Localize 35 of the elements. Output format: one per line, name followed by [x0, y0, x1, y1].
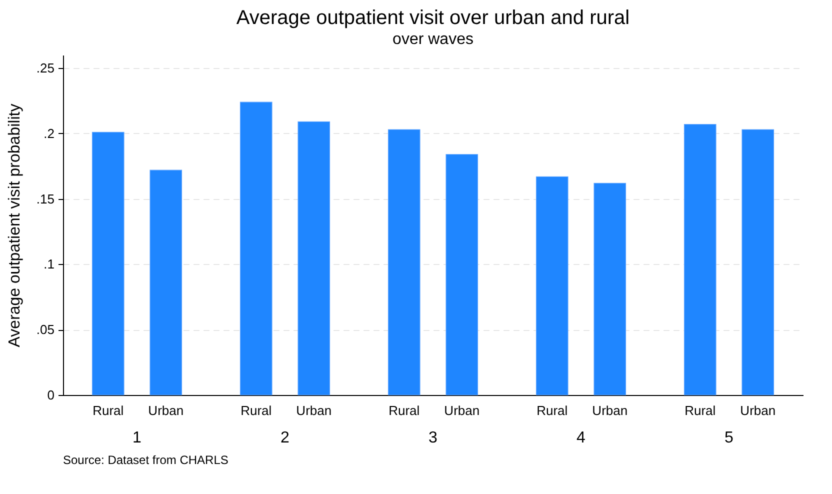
- y-tick-label: 0: [47, 388, 54, 402]
- text: Rural: [684, 403, 716, 418]
- text: Rural: [240, 403, 272, 418]
- bar: [684, 124, 716, 396]
- y-tick-label: .15: [36, 191, 54, 206]
- y-tick-label: .25: [36, 60, 54, 76]
- bar: [298, 121, 330, 396]
- text: Urban: [148, 403, 184, 418]
- x-tick-label: 1: [132, 430, 142, 446]
- x-tick-label: 3: [428, 430, 438, 446]
- source-note: Source: Dataset from CHARLS: [63, 453, 228, 467]
- x-tick-label: 5: [724, 430, 734, 446]
- y-tick-label: .2: [44, 126, 54, 141]
- chart-subtitle: over waves: [392, 31, 474, 48]
- text: Urban: [444, 403, 480, 418]
- text: Rural: [536, 403, 568, 418]
- y-tick-label: .05: [36, 322, 54, 338]
- bar: [446, 154, 478, 396]
- bar: [742, 129, 774, 396]
- y-axis-title: Average outpatient visit probability: [6, 104, 24, 348]
- bar: [388, 129, 420, 396]
- bar: [92, 132, 124, 396]
- bar: [594, 182, 626, 396]
- bar: [536, 176, 568, 396]
- bar: [150, 170, 182, 396]
- series-label: Urban: [296, 403, 332, 418]
- text: Rural: [388, 403, 420, 418]
- y-tick-label: .1: [44, 256, 54, 272]
- text: Urban: [740, 403, 776, 418]
- x-tick-label: 2: [280, 430, 290, 446]
- bar: [240, 102, 272, 396]
- x-tick-label: 4: [576, 430, 586, 446]
- text: Urban: [592, 403, 628, 418]
- series-label: Rural: [92, 403, 124, 418]
- chart-title: Average outpatient visit over urban and rural: [236, 7, 630, 29]
